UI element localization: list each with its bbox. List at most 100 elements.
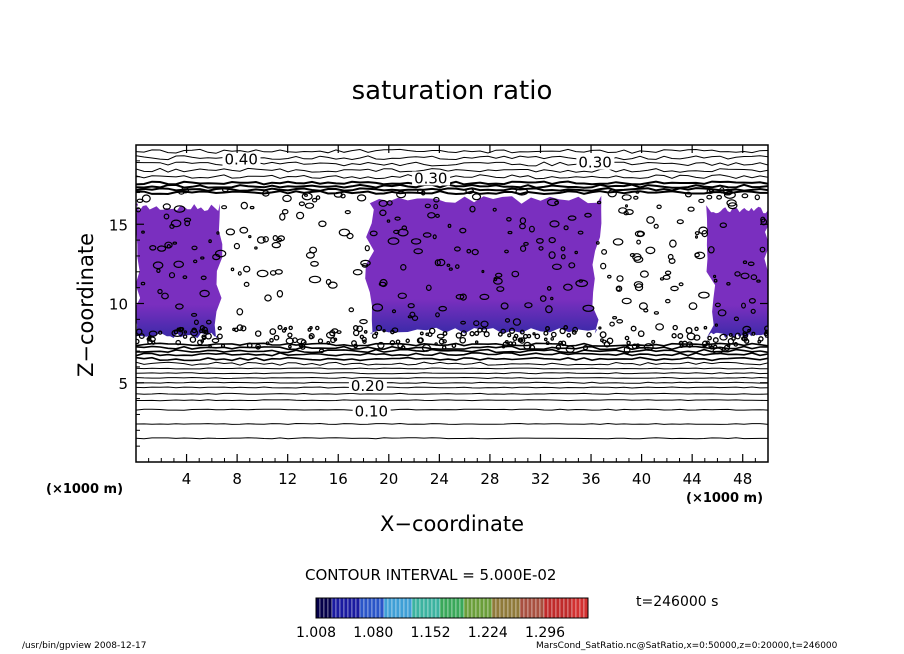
contour-blob (643, 343, 654, 351)
contour-blob (162, 203, 171, 210)
contour-blob (308, 275, 322, 284)
contour-blob (653, 311, 660, 315)
colorbar-segment (427, 597, 433, 619)
contour-blob (410, 238, 422, 245)
contour-blob (183, 217, 192, 223)
colorbar-segment (551, 597, 557, 619)
contour-blob (288, 344, 292, 349)
contour-blob (612, 316, 618, 320)
contour-line-lower-15 (136, 345, 768, 351)
colorbar-segment (547, 597, 553, 619)
colorbar-segment (571, 597, 577, 619)
x-unit-label-left: (×1000 m) (46, 482, 124, 497)
colorbar-segment (583, 597, 589, 619)
contour-blob (211, 338, 220, 344)
contour-blob (539, 295, 547, 302)
contour-blob (435, 213, 440, 218)
contour-blob (233, 242, 240, 250)
contour-blob (459, 336, 467, 344)
contour-blob (304, 202, 315, 209)
colorbar-segment (555, 597, 561, 619)
contour-blob (748, 297, 756, 304)
contour-blob (473, 320, 480, 327)
contour-line-lower-2 (136, 422, 768, 425)
contour-blob (269, 328, 277, 335)
contour-label-bg (222, 152, 261, 167)
colorbar-segment (423, 597, 429, 619)
contour-blob (582, 344, 589, 351)
contour-blob (532, 332, 536, 336)
contour-blob (645, 246, 656, 255)
contour-blob (172, 241, 178, 245)
contour-blob (199, 289, 210, 298)
contour-blob (621, 194, 632, 201)
contour-blob (512, 318, 522, 326)
shaded-region-1 (136, 203, 223, 339)
contour-blob (630, 325, 637, 332)
colorbar-segment (543, 597, 549, 619)
contour-line-lower-1 (136, 437, 768, 440)
contour-blob (236, 324, 244, 331)
contour-blob (764, 325, 768, 332)
contour-blob (206, 319, 212, 325)
contour-blob (460, 320, 467, 325)
contour-blob (281, 328, 287, 333)
colorbar-segment (487, 597, 493, 619)
contour-blob (565, 345, 575, 353)
contour-blob (651, 339, 656, 344)
colorbar-segment (527, 597, 533, 619)
colorbar-segment (391, 597, 397, 619)
contour-blob (318, 348, 325, 354)
contour-blob (646, 216, 655, 224)
colorbar-segment (447, 597, 453, 619)
x-tick-label: 16 (329, 470, 348, 488)
contour-line-lower-5 (136, 392, 768, 395)
x-axis-label: X−coordinate (380, 512, 524, 536)
colorbar-tick-label: 1.224 (468, 625, 508, 641)
colorbar-segment (519, 597, 525, 619)
contour-blob (712, 344, 718, 350)
contour-blob (189, 336, 197, 343)
contour-blob (493, 277, 503, 285)
x-tick-label: 40 (632, 470, 651, 488)
colorbar-segment (507, 597, 513, 619)
contour-blob (433, 203, 439, 210)
contour-blob (356, 194, 367, 202)
contour-interval-label: CONTOUR INTERVAL = 5.000E-02 (305, 566, 557, 584)
contour-blob (747, 328, 751, 333)
colorbar-segment (531, 597, 537, 619)
contour-blob (507, 230, 513, 235)
contour-line-upper-9 (136, 148, 768, 154)
contour-blob (237, 271, 242, 276)
x-tick-label: 20 (379, 470, 398, 488)
contour-blob (520, 338, 524, 343)
contour-blob (279, 213, 286, 221)
contour-blob (459, 227, 467, 234)
contour-blob (178, 190, 185, 195)
contour-blob (536, 237, 544, 244)
contour-blob (563, 225, 569, 231)
contour-blob (356, 325, 364, 333)
contour-blob (694, 231, 700, 236)
contour-blob (560, 246, 566, 252)
contour-blob (678, 340, 684, 346)
contour-blob (477, 327, 483, 333)
contour-blob (382, 329, 386, 333)
contour-blob (363, 330, 368, 334)
contour-blob (493, 277, 498, 282)
contour-blob (217, 326, 222, 331)
contour-blob (624, 335, 630, 341)
contour-blob (435, 312, 440, 318)
contour-blob (759, 246, 766, 253)
contour-blob (703, 325, 708, 330)
contour-blob (216, 333, 223, 340)
contour-blob (575, 279, 589, 288)
contour-lines (136, 148, 768, 440)
contour-blob (411, 315, 419, 321)
shaded-region-2 (365, 195, 602, 334)
contour-blob (225, 228, 236, 236)
contour-blob (723, 190, 736, 199)
contour-blob (633, 281, 644, 288)
contour-blob (243, 281, 250, 287)
contour-blob (495, 272, 503, 278)
